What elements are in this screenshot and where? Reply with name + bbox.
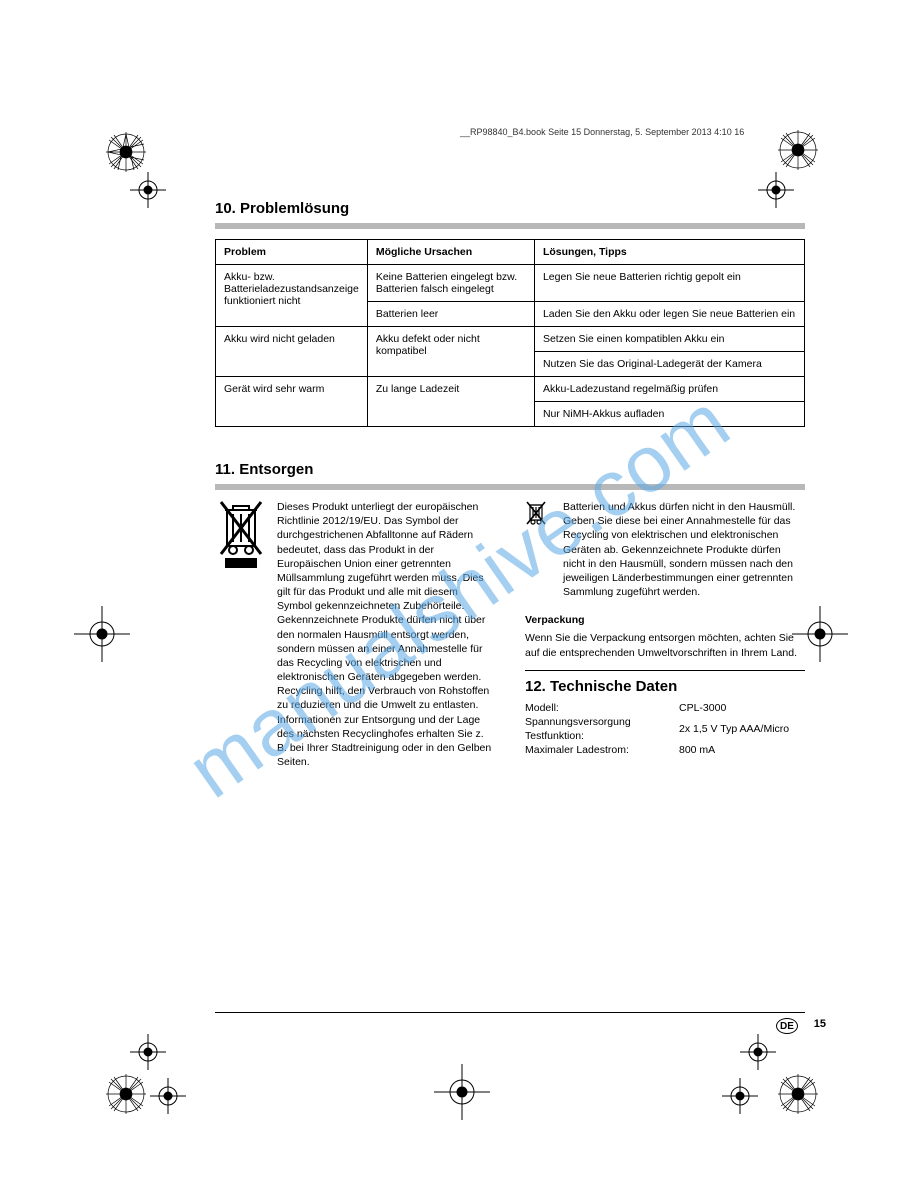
disposal-left-col: Dieses Produkt unterliegt der europäisch… xyxy=(215,500,495,783)
table-header: Mögliche Ursachen xyxy=(367,240,534,265)
spec-key: Spannungsversorgung Testfunktion: xyxy=(525,715,679,743)
spec-val: 2x 1,5 V Typ AAA/Micro xyxy=(679,715,805,743)
troubleshoot-table: Problem Mögliche Ursachen Lösungen, Tipp… xyxy=(215,239,805,427)
table-cell: Setzen Sie einen kompatiblen Akku ein xyxy=(534,327,804,352)
crop-mark-icon xyxy=(740,1034,776,1070)
section-rule xyxy=(215,223,805,229)
section-title-11: 11. Entsorgen xyxy=(215,461,805,478)
table-cell: Akku wird nicht geladen xyxy=(216,327,368,377)
header-meta: __RP98840_B4.book Seite 15 Donnerstag, 5… xyxy=(460,127,744,137)
section-title-10: 10. Problemlösung xyxy=(215,200,805,217)
table-cell: Gerät wird sehr warm xyxy=(216,377,368,427)
disposal-sub-heading: Verpackung xyxy=(525,613,805,627)
spec-key: Modell: xyxy=(525,701,679,715)
crop-mark-icon xyxy=(434,1064,490,1120)
table-cell: Nur NiMH-Akkus aufladen xyxy=(534,402,804,427)
spec-val: CPL-3000 xyxy=(679,701,805,715)
footer-lang-badge: DE xyxy=(776,1018,798,1034)
footer-page-number: 15 xyxy=(814,1018,826,1030)
table-cell: Akku-Ladezustand regelmäßig prüfen xyxy=(534,377,804,402)
table-cell: Zu lange Ladezeit xyxy=(367,377,534,427)
crop-mark-icon xyxy=(104,1072,148,1116)
crop-mark-icon xyxy=(74,606,130,662)
crop-mark-icon xyxy=(130,1034,166,1070)
table-header: Lösungen, Tipps xyxy=(534,240,804,265)
crop-mark-icon xyxy=(776,1072,820,1116)
section-divider xyxy=(525,670,805,671)
table-cell: Akku- bzw. Batterieladezustandsanzeige f… xyxy=(216,265,368,327)
table-header: Problem xyxy=(216,240,368,265)
table-cell: Laden Sie den Akku oder legen Sie neue B… xyxy=(534,302,804,327)
crop-mark-icon xyxy=(722,1078,758,1114)
table-cell: Batterien leer xyxy=(367,302,534,327)
spec-val: 800 mA xyxy=(679,743,805,757)
spec-key: Maximaler Ladestrom: xyxy=(525,743,679,757)
crop-mark-icon xyxy=(104,130,148,174)
disposal-right-col: Batterien und Akkus dürfen nicht in den … xyxy=(525,500,805,783)
disposal-left-text: Dieses Produkt unterliegt der europäisch… xyxy=(277,500,495,769)
section-title-12: 12. Technische Daten xyxy=(525,677,805,697)
footer-rule xyxy=(215,1012,805,1013)
table-cell: Keine Batterien eingelegt bzw. Batterien… xyxy=(367,265,534,302)
crop-mark-icon xyxy=(776,128,820,172)
crop-mark-icon xyxy=(150,1078,186,1114)
table-cell: Nutzen Sie das Original-Ladegerät der Ka… xyxy=(534,352,804,377)
spec-table: Modell:CPL-3000 Spannungsversorgung Test… xyxy=(525,701,805,758)
weee-bin-small-icon xyxy=(525,500,547,532)
table-cell: Legen Sie neue Batterien richtig gepolt … xyxy=(534,265,804,302)
weee-bin-icon xyxy=(215,500,267,576)
table-cell: Akku defekt oder nicht kompatibel xyxy=(367,327,534,377)
disposal-packaging-text: Wenn Sie die Verpackung entsorgen möchte… xyxy=(525,631,805,659)
crop-mark-icon xyxy=(130,172,166,208)
section-rule xyxy=(215,484,805,490)
disposal-right-text: Batterien und Akkus dürfen nicht in den … xyxy=(563,500,805,599)
